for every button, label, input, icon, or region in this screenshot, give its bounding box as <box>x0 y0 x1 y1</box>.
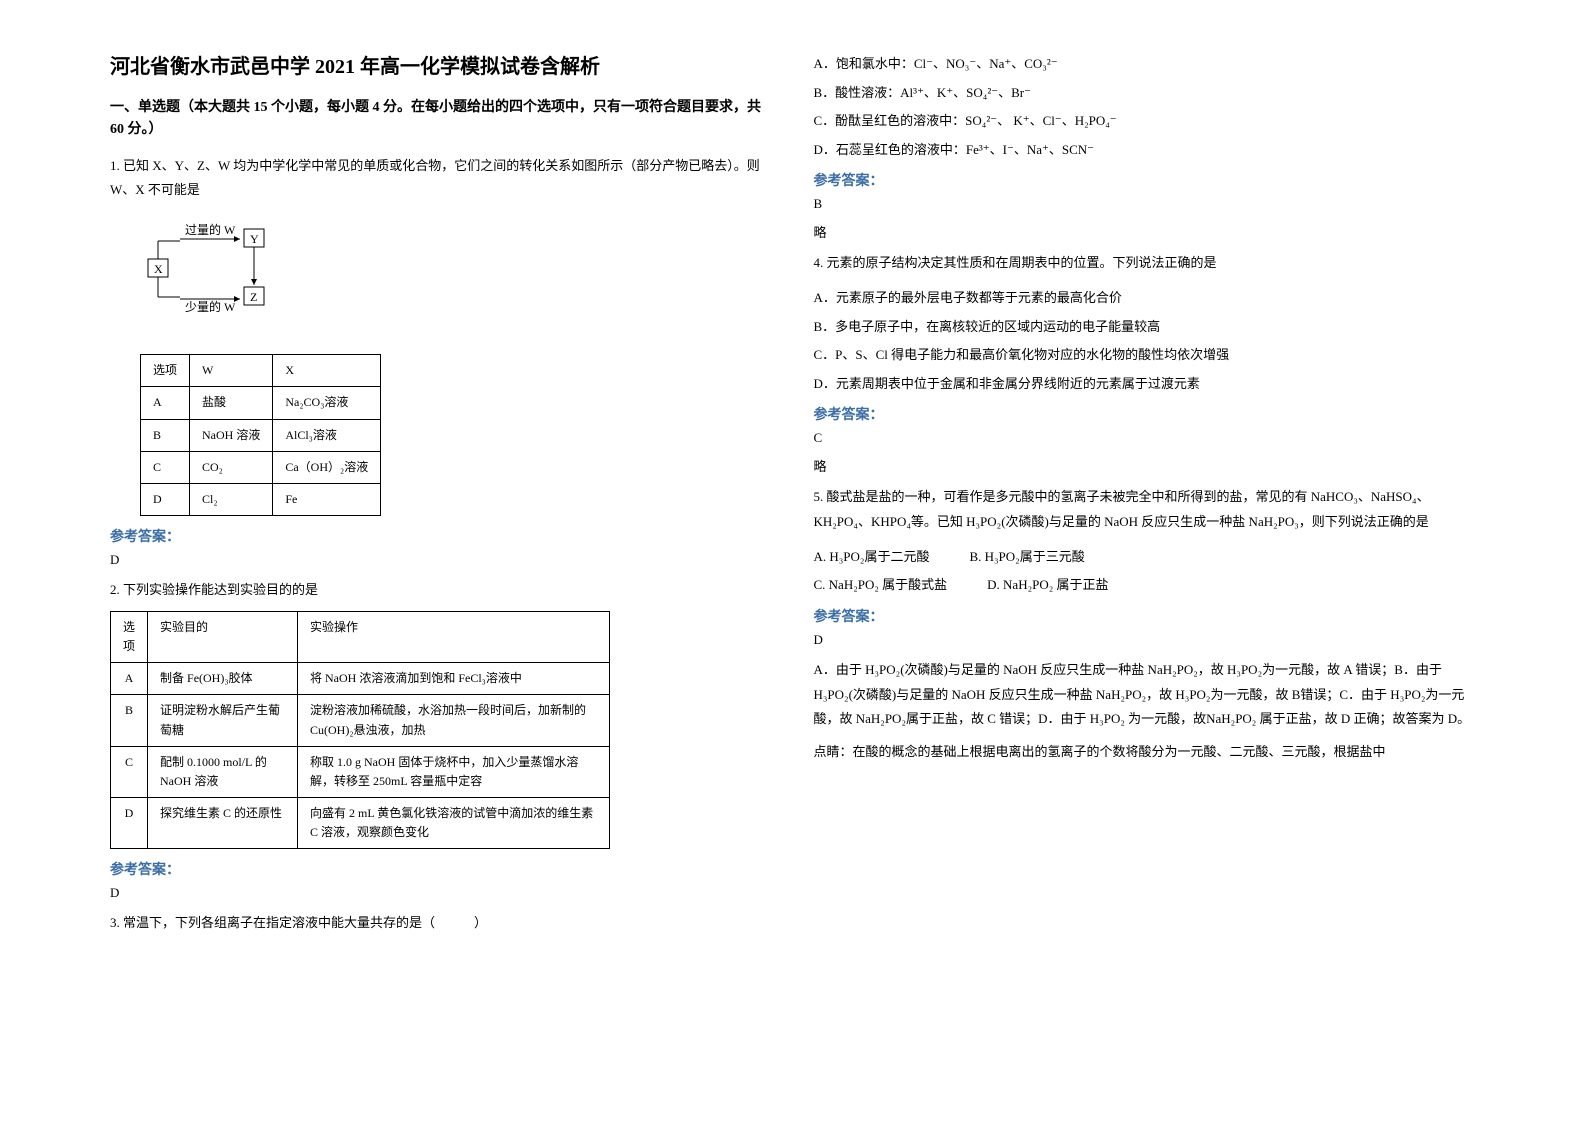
reaction-diagram: 过量的 W Y X 少量的 W Z <box>140 219 300 329</box>
t1-r2c1: CO₂ <box>190 451 273 483</box>
t1-r1c1: NaOH 溶液 <box>190 419 273 451</box>
q5-explanation-1: A．由于 H₃PO₂(次磷酸)与足量的 NaOH 反应只生成一种盐 NaH₂PO… <box>814 658 1478 732</box>
q5-opt-d: D. NaH₂PO₂ 属于正盐 <box>987 571 1108 600</box>
q3-note: 略 <box>814 222 1478 241</box>
t2-r1c2: 淀粉溶液加稀硫酸，水浴加热一段时间后，加新制的Cu(OH)₂悬浊液，加热 <box>298 695 610 746</box>
section-header: 一、单选题（本大题共 15 个小题，每小题 4 分。在每小题给出的四个选项中，只… <box>110 97 774 142</box>
diagram-x: X <box>154 262 163 276</box>
q4-opt-d: D．元素周期表中位于金属和非金属分界线附近的元素属于过渡元素 <box>814 370 1478 399</box>
q4-answer: C <box>814 430 1478 446</box>
t2-r2c0: C <box>111 746 148 797</box>
q3-opt-d: D．石蕊呈红色的溶液中：Fe³⁺、I⁻、Na⁺、SCN⁻ <box>814 136 1478 165</box>
t1-r3c2: Fe <box>273 483 381 515</box>
q3-answer: B <box>814 196 1478 212</box>
q5-answer-label: 参考答案： <box>814 606 1478 626</box>
t1-r0c0: A <box>141 387 190 419</box>
q2-stem: 2. 下列实验操作能达到实验目的的是 <box>110 578 774 603</box>
q2-answer: D <box>110 885 774 901</box>
q1-table: 选项 W X A盐酸Na₂CO₃溶液 BNaOH 溶液AlCl₃溶液 CCO₂C… <box>140 354 381 516</box>
q5-opts-row2: C. NaH₂PO₂ 属于酸式盐 D. NaH₂PO₂ 属于正盐 <box>814 571 1478 600</box>
q5-opt-c: C. NaH₂PO₂ 属于酸式盐 <box>814 571 948 600</box>
t1-r2c0: C <box>141 451 190 483</box>
q4-note: 略 <box>814 456 1478 475</box>
q1-stem: 1. 已知 X、Y、Z、W 均为中学化学中常见的单质或化合物，它们之间的转化关系… <box>110 154 774 203</box>
q5-stem: 5. 酸式盐是盐的一种，可看作是多元酸中的氢离子未被完全中和所得到的盐，常见的有… <box>814 485 1478 534</box>
q4-answer-label: 参考答案： <box>814 404 1478 424</box>
q3-answer-label: 参考答案： <box>814 170 1478 190</box>
diagram-z: Z <box>250 290 257 304</box>
q5-explanation-2: 点睛：在酸的概念的基础上根据电离出的氢离子的个数将酸分为一元酸、二元酸、三元酸，… <box>814 740 1478 765</box>
q2-answer-label: 参考答案： <box>110 859 774 879</box>
t1-h0: 选项 <box>141 355 190 387</box>
t2-r0c2: 将 NaOH 浓溶液滴加到饱和 FeCl₃溶液中 <box>298 663 610 695</box>
t1-r0c2: Na₂CO₃溶液 <box>273 387 381 419</box>
right-column: A．饱和氯水中：Cl⁻、NO₃⁻、Na⁺、CO₃²⁻ B．酸性溶液：Al³⁺、K… <box>794 50 1498 1072</box>
t1-r2c2: Ca（OH）₂溶液 <box>273 451 381 483</box>
page-title: 河北省衡水市武邑中学 2021 年高一化学模拟试卷含解析 <box>110 50 774 79</box>
t1-r0c1: 盐酸 <box>190 387 273 419</box>
q3-stem: 3. 常温下，下列各组离子在指定溶液中能大量共存的是（ ） <box>110 911 774 936</box>
t1-r3c0: D <box>141 483 190 515</box>
t2-r1c1: 证明淀粉水解后产生葡萄糖 <box>148 695 298 746</box>
t2-r0c1: 制备 Fe(OH)₃胶体 <box>148 663 298 695</box>
q4-stem: 4. 元素的原子结构决定其性质和在周期表中的位置。下列说法正确的是 <box>814 251 1478 276</box>
q5-answer: D <box>814 632 1478 648</box>
t2-r3c1: 探究维生素 C 的还原性 <box>148 798 298 849</box>
q2-table: 选项 实验目的 实验操作 A制备 Fe(OH)₃胶体将 NaOH 浓溶液滴加到饱… <box>110 611 610 850</box>
t1-r3c1: Cl₂ <box>190 483 273 515</box>
q5-opt-a: A. H₃PO₂属于二元酸 <box>814 543 930 572</box>
t2-h0: 选项 <box>111 611 148 662</box>
diagram-bottom-label: 少量的 W <box>185 299 236 314</box>
t2-r0c0: A <box>111 663 148 695</box>
t1-h2: X <box>273 355 381 387</box>
t2-r3c0: D <box>111 798 148 849</box>
t2-h1: 实验目的 <box>148 611 298 662</box>
t2-r1c0: B <box>111 695 148 746</box>
left-column: 河北省衡水市武邑中学 2021 年高一化学模拟试卷含解析 一、单选题（本大题共 … <box>90 50 794 1072</box>
t1-r1c2: AlCl₃溶液 <box>273 419 381 451</box>
q3-opt-c: C．酚酞呈红色的溶液中：SO₄²⁻、 K⁺、Cl⁻、H₂PO₄⁻ <box>814 107 1478 136</box>
q4-opt-b: B．多电子原子中，在离核较近的区域内运动的电子能量较高 <box>814 313 1478 342</box>
q1-answer: D <box>110 552 774 568</box>
t2-r3c2: 向盛有 2 mL 黄色氯化铁溶液的试管中滴加浓的维生素 C 溶液，观察颜色变化 <box>298 798 610 849</box>
t1-h1: W <box>190 355 273 387</box>
diagram-top-label: 过量的 W <box>185 222 236 237</box>
t2-r2c1: 配制 0.1000 mol/L 的 NaOH 溶液 <box>148 746 298 797</box>
diagram-y: Y <box>250 232 259 246</box>
t2-r2c2: 称取 1.0 g NaOH 固体于烧杯中，加入少量蒸馏水溶解，转移至 250mL… <box>298 746 610 797</box>
t1-r1c0: B <box>141 419 190 451</box>
q5-opt-b: B. H₃PO₂属于三元酸 <box>969 543 1084 572</box>
q4-opt-c: C．P、S、Cl 得电子能力和最高价氧化物对应的水化物的酸性均依次增强 <box>814 341 1478 370</box>
q3-opt-a: A．饱和氯水中：Cl⁻、NO₃⁻、Na⁺、CO₃²⁻ <box>814 50 1478 79</box>
t2-h2: 实验操作 <box>298 611 610 662</box>
q4-opt-a: A．元素原子的最外层电子数都等于元素的最高化合价 <box>814 284 1478 313</box>
q3-opt-b: B．酸性溶液：Al³⁺、K⁺、SO₄²⁻、Br⁻ <box>814 79 1478 108</box>
q5-opts-row1: A. H₃PO₂属于二元酸 B. H₃PO₂属于三元酸 <box>814 543 1478 572</box>
q1-answer-label: 参考答案： <box>110 526 774 546</box>
